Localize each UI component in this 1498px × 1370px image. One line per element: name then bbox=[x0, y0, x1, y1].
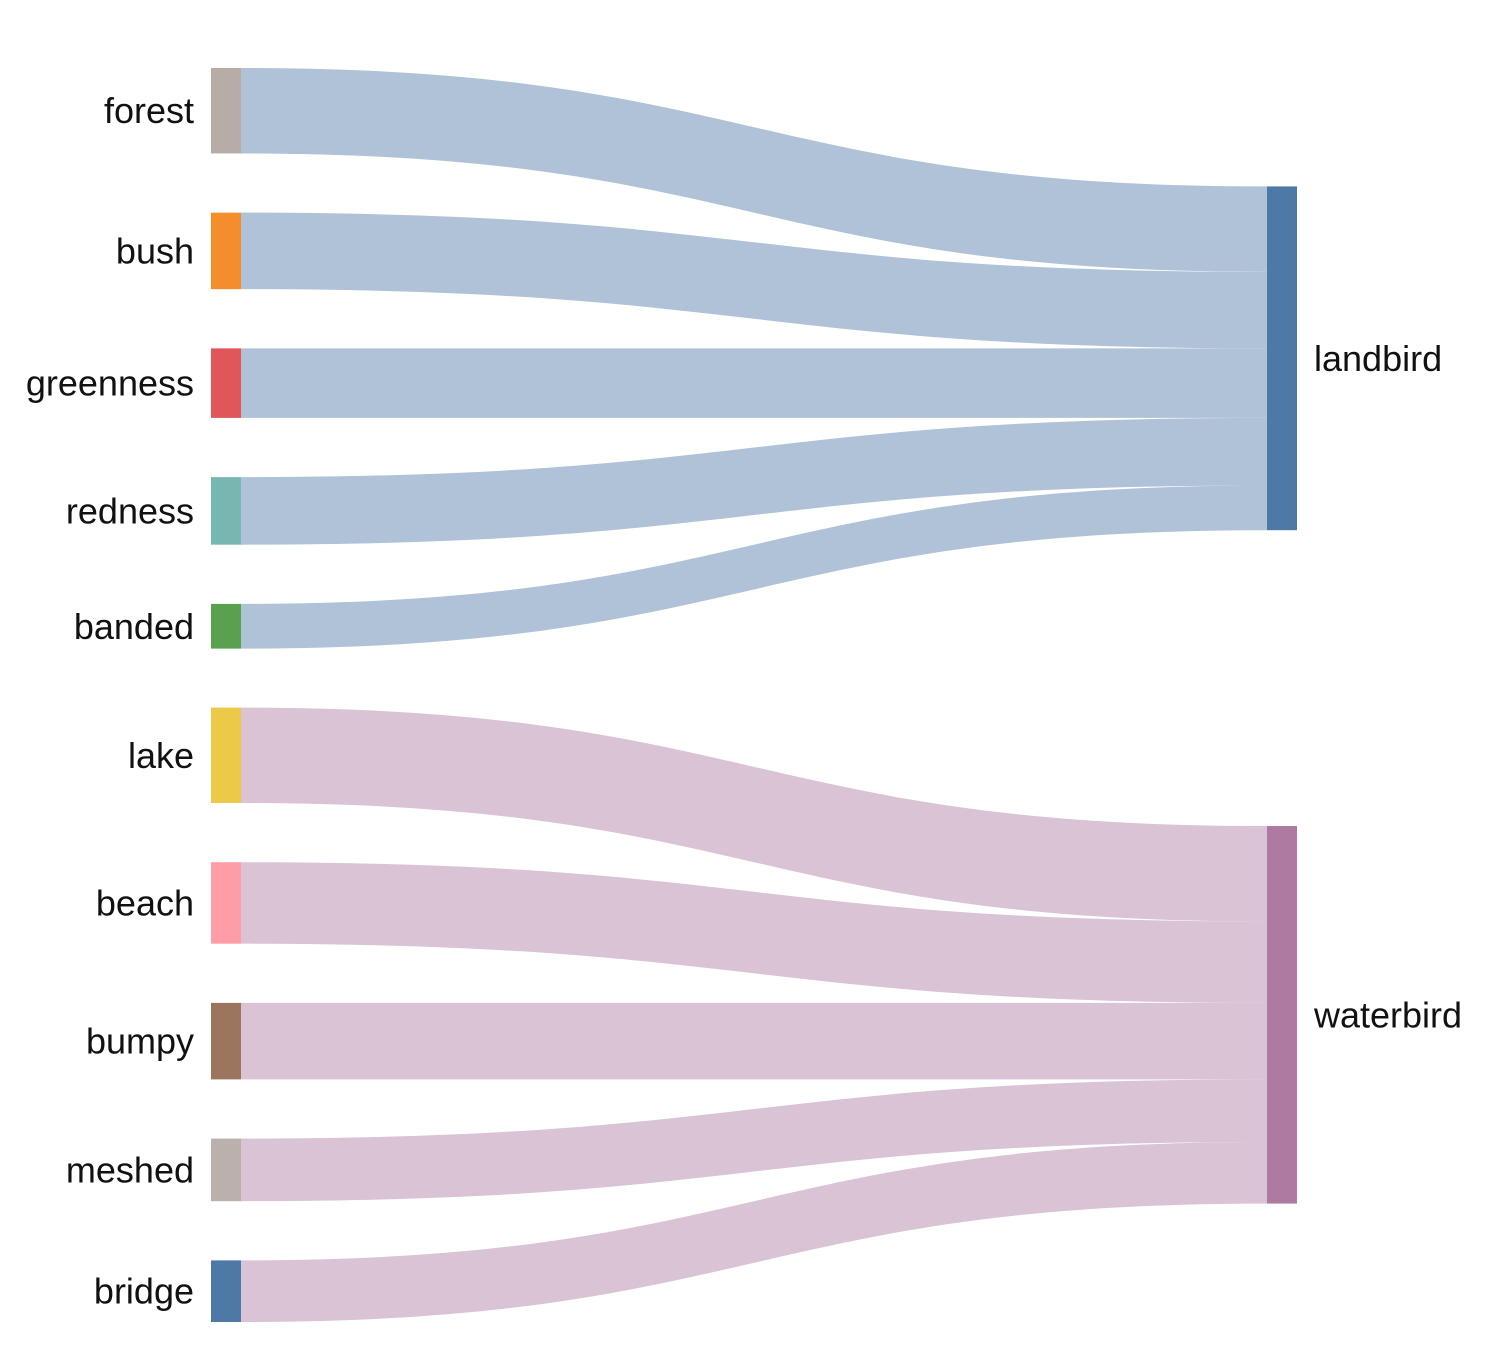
link-lake-waterbird bbox=[241, 707, 1267, 922]
links-layer bbox=[241, 68, 1267, 1322]
link-redness-landbird bbox=[241, 417, 1267, 545]
link-bush-landbird bbox=[241, 212, 1267, 349]
node-label-bumpy: bumpy bbox=[86, 1021, 194, 1062]
node-label-banded: banded bbox=[74, 606, 194, 647]
node-meshed bbox=[211, 1138, 241, 1202]
node-bush bbox=[211, 212, 241, 290]
link-banded-landbird bbox=[241, 485, 1267, 649]
node-label-bridge: bridge bbox=[94, 1271, 194, 1312]
node-label-lake: lake bbox=[128, 735, 194, 776]
node-beach bbox=[211, 862, 241, 944]
link-greenness-landbird bbox=[241, 348, 1267, 418]
node-landbird bbox=[1267, 186, 1297, 531]
node-label-landbird: landbird bbox=[1314, 338, 1442, 379]
node-label-meshed: meshed bbox=[66, 1149, 194, 1190]
link-beach-waterbird bbox=[241, 862, 1267, 1003]
node-label-redness: redness bbox=[66, 490, 194, 531]
link-bridge-waterbird bbox=[241, 1141, 1267, 1322]
link-bumpy-waterbird bbox=[241, 1002, 1267, 1080]
nodes-layer bbox=[211, 68, 1297, 1322]
link-forest-landbird bbox=[241, 68, 1267, 272]
link-meshed-waterbird bbox=[241, 1079, 1267, 1202]
node-label-beach: beach bbox=[96, 882, 194, 923]
node-bumpy bbox=[211, 1002, 241, 1080]
node-label-forest: forest bbox=[104, 90, 194, 131]
node-banded bbox=[211, 603, 241, 649]
node-label-bush: bush bbox=[116, 230, 194, 271]
labels-layer: forest bush greenness redness banded lake beac… bbox=[26, 90, 1462, 1311]
node-bridge bbox=[211, 1260, 241, 1322]
node-label-greenness: greenness bbox=[26, 363, 194, 404]
node-label-waterbird: waterbird bbox=[1313, 994, 1462, 1035]
node-forest bbox=[211, 68, 241, 154]
node-redness bbox=[211, 477, 241, 545]
node-waterbird bbox=[1267, 826, 1297, 1204]
node-greenness bbox=[211, 348, 241, 418]
node-lake bbox=[211, 707, 241, 803]
